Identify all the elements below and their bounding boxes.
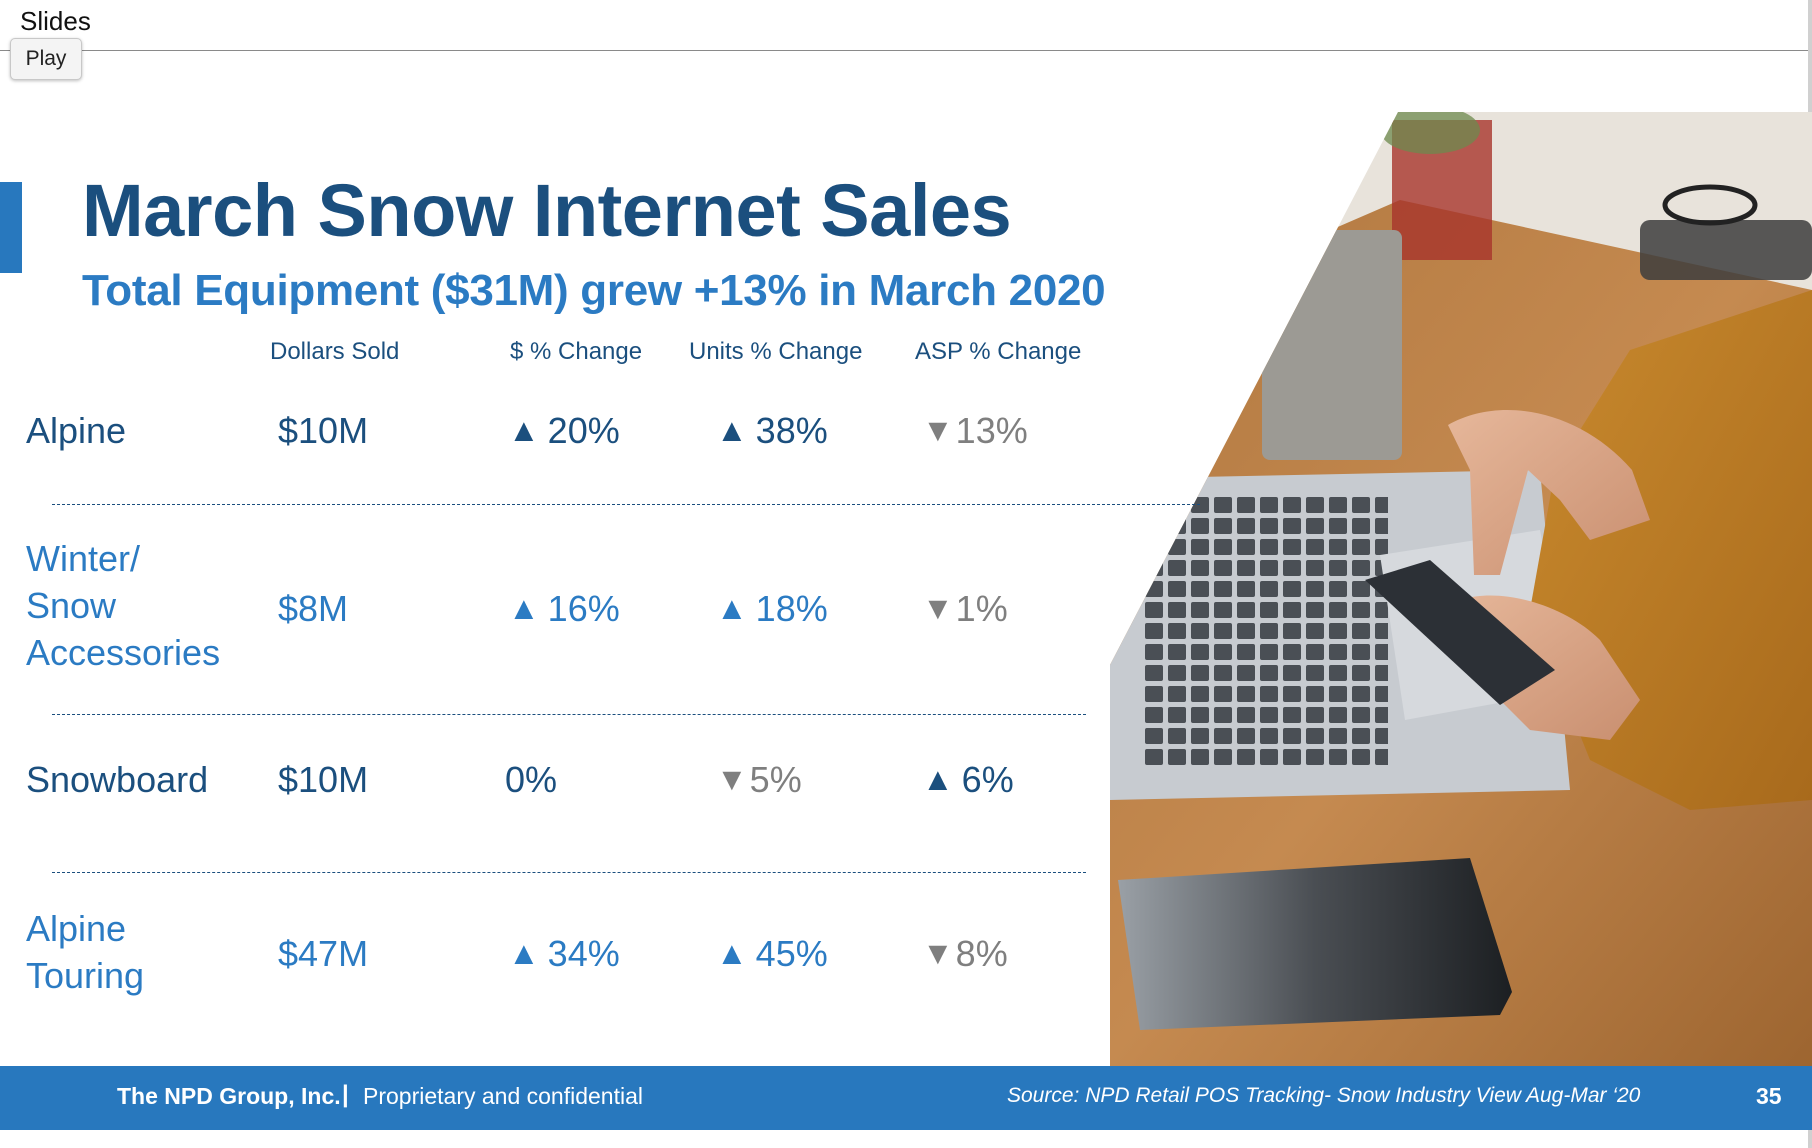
footer-company: The NPD Group, Inc. [117,1083,341,1109]
down-arrow-icon: ▼ [922,590,954,626]
up-arrow-icon: ▲ [508,590,540,626]
up-arrow-icon: ▲ [716,590,748,626]
app-header: Slides [0,0,1812,51]
column-header-dollar-change: $ % Change [510,338,643,365]
row-snowboard-units-change: ▼5% [716,759,802,800]
up-arrow-icon: ▲ [508,412,540,448]
footer-source: Source: NPD Retail POS Tracking- Snow In… [1007,1084,1641,1107]
footer-confidential: Proprietary and confidential [363,1083,643,1109]
slide-subtitle: Total Equipment ($31M) grew +13% in Marc… [82,266,1106,315]
row-alpine-dollar-change: ▲ 20% [508,410,620,451]
row-touring-dollar-change: ▲ 34% [508,933,620,974]
row-accessories-dollar-change: ▲ 16% [508,588,620,629]
row-category-snowboard: Snowboard [26,759,209,800]
row-snowboard-dollar-change: 0% [505,759,558,800]
row-snowboard-asp-change: ▲ 6% [922,759,1014,800]
row-divider [52,504,1200,505]
row-alpine-units-change: ▲ 38% [716,410,828,451]
row-category-winter-snow-accessories: Winter/ Snow Accessories [26,538,221,673]
down-arrow-icon: ▼ [922,412,954,448]
title-accent-bar [0,182,22,273]
up-arrow-icon: ▲ [716,935,748,971]
up-arrow-icon: ▲ [922,761,954,797]
row-accessories-units-change: ▲ 18% [716,588,828,629]
row-snowboard-dollars: $10M [278,759,369,800]
column-header-dollars-sold: Dollars Sold [270,338,400,365]
up-arrow-icon: ▲ [508,935,540,971]
row-touring-units-change: ▲ 45% [716,933,828,974]
column-header-units-change: Units % Change [689,338,863,365]
footer-separator: | [342,1081,349,1108]
play-button[interactable]: Play [10,38,82,80]
down-arrow-icon: ▼ [716,761,748,797]
row-alpine-dollars: $10M [278,410,369,451]
row-touring-asp-change: ▼8% [922,933,1008,974]
column-header-asp-change: ASP % Change [915,338,1082,365]
down-arrow-icon: ▼ [922,935,954,971]
slide-number: 35 [1756,1083,1782,1109]
row-category-alpine-touring: Alpine Touring [26,908,145,996]
row-divider [52,872,1086,873]
row-alpine-asp-change: ▼13% [922,410,1028,451]
row-touring-dollars: $47M [278,933,369,974]
slide-title: March Snow Internet Sales [82,169,1012,252]
up-arrow-icon: ▲ [716,412,748,448]
row-accessories-asp-change: ▼1% [922,588,1008,629]
slide-footer: The NPD Group, Inc. | Proprietary and co… [0,1066,1812,1130]
app-title: Slides [20,6,91,36]
row-accessories-dollars: $8M [278,588,349,629]
row-category-alpine: Alpine [26,410,127,451]
row-divider [52,714,1086,715]
